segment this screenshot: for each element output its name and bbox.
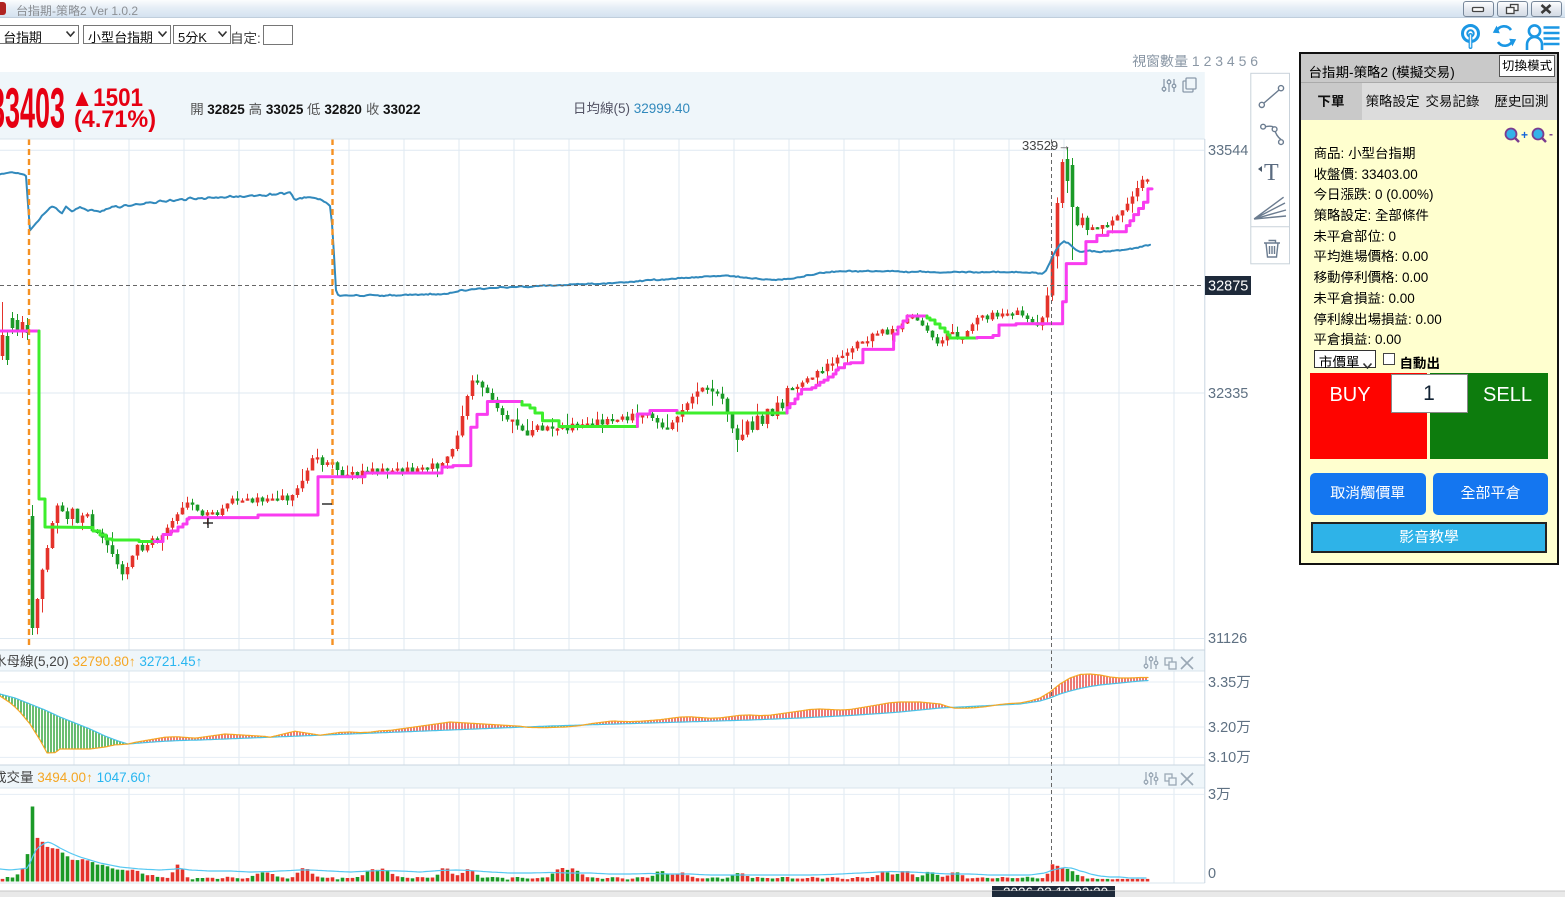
svg-text:開 32825 高 33025 低 32820 收 3302: 開 32825 高 33025 低 32820 收 33022 (190, 102, 421, 117)
svg-text:T: T (1264, 160, 1279, 186)
svg-text:(4.71%): (4.71%) (74, 106, 156, 133)
svg-text:水母線(5,20) 32790.80↑ 32721.45↑: 水母線(5,20) 32790.80↑ 32721.45↑ (0, 654, 202, 669)
svg-text:3.10万: 3.10万 (1208, 750, 1251, 766)
svg-text:3.35万: 3.35万 (1208, 675, 1251, 691)
svg-text:32335: 32335 (1208, 386, 1248, 402)
svg-text:33544: 33544 (1208, 143, 1248, 159)
svg-text:-: - (1549, 127, 1553, 141)
svg-text:33529→: 33529→ (1022, 138, 1071, 153)
svg-text:0: 0 (1208, 866, 1216, 882)
svg-text:3.20万: 3.20万 (1208, 720, 1251, 736)
svg-text:33403: 33403 (0, 77, 65, 141)
svg-text:成交量 3494.00↑ 1047.60↑: 成交量 3494.00↑ 1047.60↑ (0, 770, 152, 785)
svg-text:+: + (1521, 128, 1528, 142)
svg-text:31126: 31126 (1208, 631, 1247, 647)
svg-text:32875: 32875 (1208, 279, 1248, 295)
svg-text:日均線(5) 32999.40: 日均線(5) 32999.40 (573, 101, 690, 116)
svg-text:3万: 3万 (1208, 787, 1231, 803)
svg-text:▲1501: ▲1501 (71, 84, 143, 112)
